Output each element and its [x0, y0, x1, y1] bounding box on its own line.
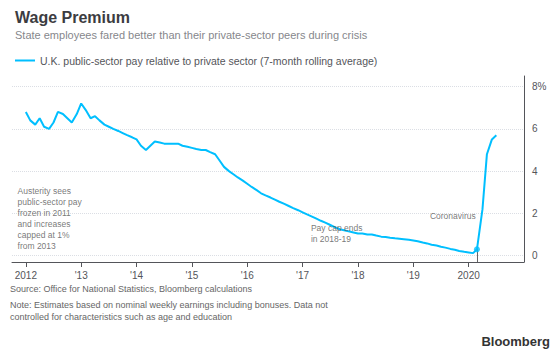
svg-text:in 2018-19: in 2018-19	[311, 234, 351, 244]
svg-text:'18: '18	[351, 270, 364, 281]
svg-text:Austerity sees: Austerity sees	[18, 186, 71, 196]
svg-text:'13: '13	[75, 270, 88, 281]
svg-text:controlled for characteristics: controlled for characteristics such as a…	[10, 312, 232, 322]
svg-text:Wage Premium: Wage Premium	[15, 9, 130, 26]
svg-text:6: 6	[532, 123, 538, 134]
svg-text:'19: '19	[407, 270, 420, 281]
svg-text:'15: '15	[185, 270, 198, 281]
svg-text:State employees fared better t: State employees fared better than their …	[15, 29, 368, 41]
svg-text:2: 2	[532, 208, 538, 219]
svg-text:Bloomberg: Bloomberg	[481, 334, 550, 349]
svg-text:0: 0	[532, 250, 538, 261]
svg-text:4: 4	[532, 166, 538, 177]
svg-text:8%: 8%	[532, 81, 547, 92]
svg-text:Source: Office for National St: Source: Office for National Statistics, …	[10, 284, 252, 294]
svg-text:U.K. public-sector pay relativ: U.K. public-sector pay relative to priva…	[40, 55, 377, 67]
svg-text:capped at 1%: capped at 1%	[18, 230, 70, 240]
svg-text:and increases: and increases	[18, 219, 71, 229]
svg-text:2012: 2012	[15, 270, 38, 281]
svg-text:frozen in 2011: frozen in 2011	[18, 208, 72, 218]
svg-text:2020: 2020	[458, 270, 481, 281]
svg-text:'17: '17	[296, 270, 309, 281]
svg-text:Note: Estimates based on nomin: Note: Estimates based on nominal weekly …	[10, 300, 328, 310]
svg-text:Coronavirus: Coronavirus	[430, 211, 476, 221]
svg-text:from 2013: from 2013	[18, 241, 57, 251]
svg-text:'16: '16	[241, 270, 254, 281]
svg-text:Pay cap ends: Pay cap ends	[311, 223, 363, 233]
svg-text:'14: '14	[130, 270, 143, 281]
svg-text:public-sector pay: public-sector pay	[18, 197, 83, 207]
